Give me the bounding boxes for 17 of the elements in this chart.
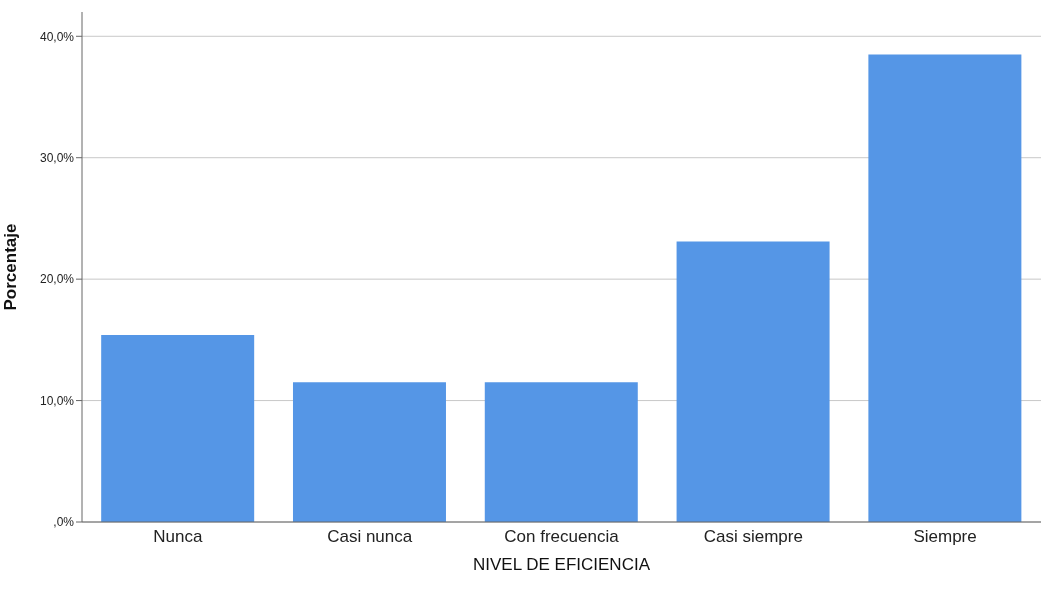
y-tick-label: 30,0% (39, 150, 75, 165)
y-tick-label: 20,0% (39, 272, 75, 287)
x-tick-label: Nunca (153, 527, 204, 547)
bar (868, 54, 1022, 522)
x-tick-label: Con frecuencia (504, 527, 620, 547)
y-axis-title: Porcentaje (1, 223, 21, 311)
x-tick-label: Casi nunca (327, 527, 413, 547)
x-axis-title: NIVEL DE EFICIENCIA (473, 555, 651, 574)
x-tick-label: Siempre (913, 527, 977, 547)
y-tick-label: ,0% (53, 515, 75, 530)
bar (101, 335, 255, 522)
bar (292, 382, 446, 522)
y-tick-label: 10,0% (39, 393, 75, 408)
x-tick-label: Casi siempre (703, 527, 803, 547)
bar (676, 241, 830, 522)
bar (484, 382, 638, 522)
y-tick-label: 40,0% (39, 29, 75, 44)
